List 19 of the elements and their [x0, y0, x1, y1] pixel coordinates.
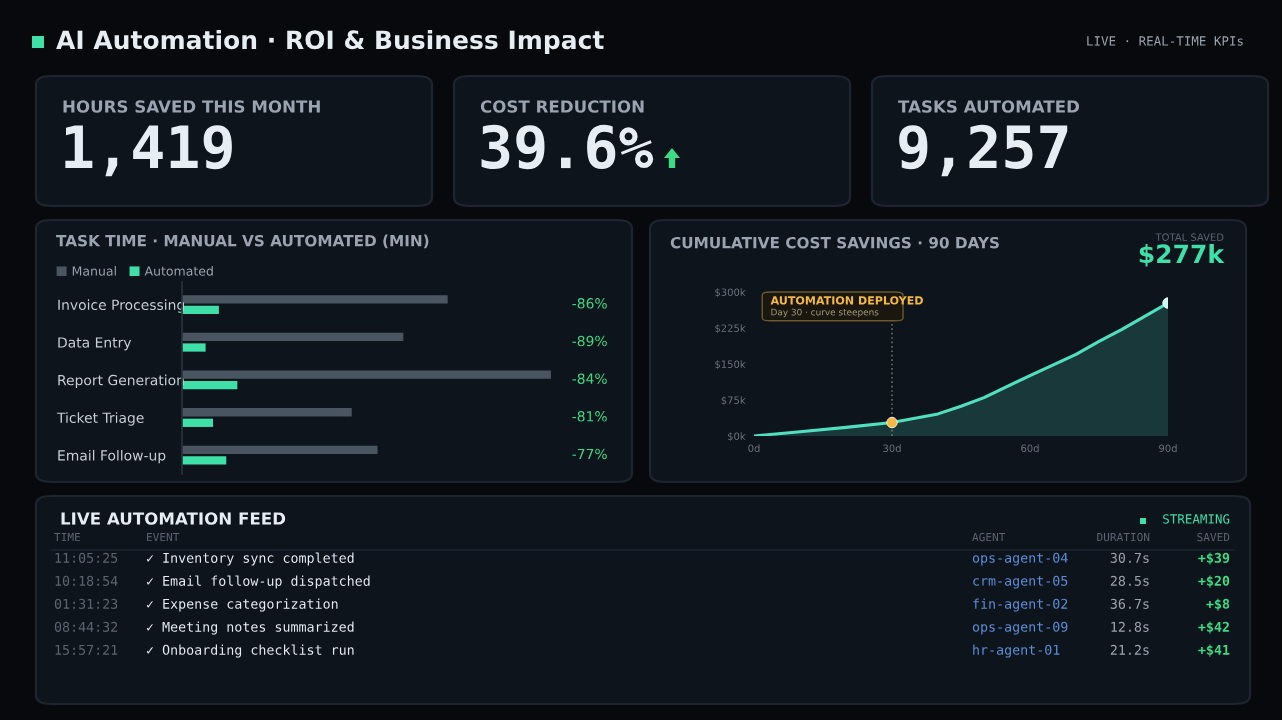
text: HOURS SAVED THIS MONTH: [63, 100, 320, 113]
text: 9,257: [899, 124, 1068, 177]
bar: [182, 370, 551, 379]
bar: [182, 295, 448, 304]
bar: [182, 343, 206, 352]
bar: [182, 305, 219, 314]
bar: [182, 456, 227, 465]
text: TASKS AUTOMATED: [898, 100, 1080, 113]
text: 39.6%: [481, 124, 654, 170]
text: AI Automation · ROI & Business Impact: [56, 29, 604, 55]
bar: [182, 332, 404, 342]
text: COST REDUCTION: [480, 100, 644, 113]
bar: [182, 418, 213, 427]
text: $277k: [1139, 243, 1225, 267]
bar: [182, 408, 352, 417]
bar: [182, 381, 238, 390]
text: 1,419: [65, 125, 232, 177]
bar: [182, 445, 378, 455]
text: LIVE AUTOMATION FEED: [61, 512, 286, 525]
